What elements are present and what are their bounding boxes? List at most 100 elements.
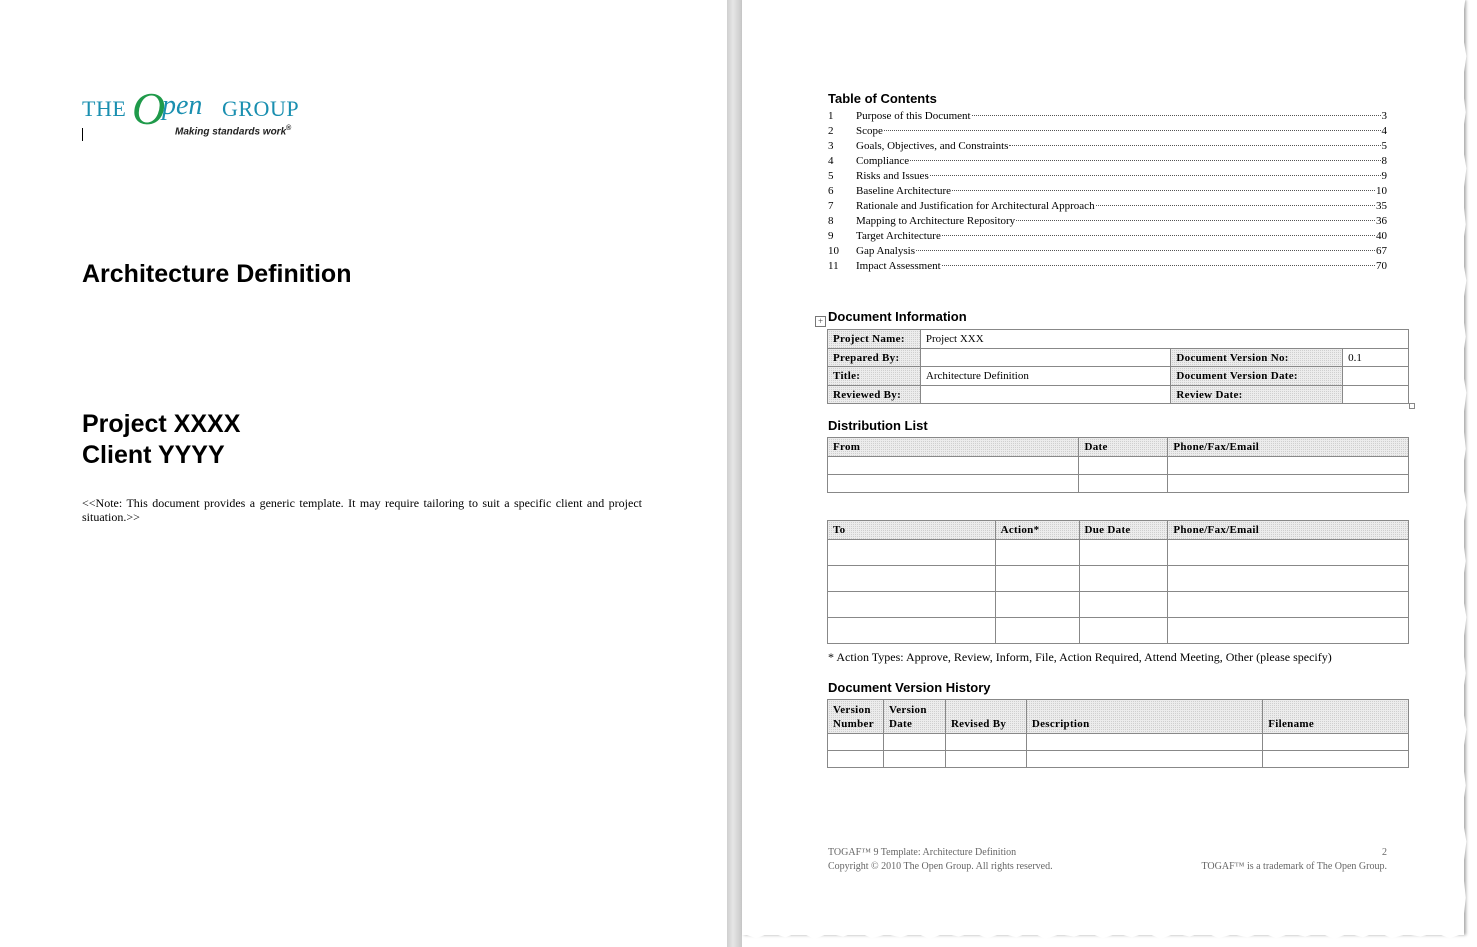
version-no-cell[interactable]: 0.1 xyxy=(1342,348,1409,367)
column-header: Date xyxy=(1078,437,1169,457)
table-cell[interactable] xyxy=(827,539,996,566)
prepared-by-cell[interactable] xyxy=(919,348,1172,367)
table-cell[interactable] xyxy=(1078,474,1169,493)
toc-heading: Table of Contents xyxy=(828,91,937,106)
table-cell[interactable] xyxy=(1078,617,1169,644)
toc-label: Scope xyxy=(856,125,883,137)
table-cell[interactable] xyxy=(1167,591,1409,618)
distribution-from-table: From Date Phone/Fax/Email xyxy=(826,437,1409,493)
toc-entry[interactable]: 10 Gap Analysis 67 xyxy=(828,245,1387,260)
table-cell[interactable] xyxy=(1025,733,1264,751)
toc-number: 7 xyxy=(828,200,834,212)
toc-leader xyxy=(929,175,1381,176)
toc-leader xyxy=(971,115,1381,116)
table-cell[interactable] xyxy=(1025,750,1264,768)
toc-label: Compliance xyxy=(856,155,910,167)
torn-edge xyxy=(0,927,727,939)
table-cell[interactable] xyxy=(1262,733,1409,751)
table-row xyxy=(827,617,1409,644)
table-cell[interactable] xyxy=(827,591,996,618)
distribution-heading: Distribution List xyxy=(828,418,928,433)
table-cell[interactable] xyxy=(1078,456,1169,475)
table-cell[interactable] xyxy=(826,456,1080,475)
table-resize-handle[interactable] xyxy=(1409,403,1415,409)
table-cell[interactable] xyxy=(826,474,1080,493)
toc-entry[interactable]: 2 Scope 4 xyxy=(828,125,1387,140)
toc-label: Impact Assessment xyxy=(856,260,941,272)
table-cell[interactable] xyxy=(827,565,996,592)
toc-entry[interactable]: 4 Compliance 8 xyxy=(828,155,1387,170)
client-name: Client YYYY xyxy=(82,441,225,469)
table-cell[interactable] xyxy=(1167,539,1409,566)
review-date-label: Review Date: xyxy=(1170,385,1344,404)
toc-page: 3 xyxy=(1381,110,1388,122)
column-header: From xyxy=(826,437,1080,457)
prepared-by-label: Prepared By: xyxy=(827,348,921,367)
toc-entry[interactable]: 8 Mapping to Architecture Repository 36 xyxy=(828,215,1387,230)
table-cell[interactable] xyxy=(882,750,946,768)
column-header: Version Number xyxy=(827,699,884,734)
logo-the: THE xyxy=(82,96,127,121)
table-cell[interactable] xyxy=(882,733,946,751)
table-move-icon[interactable]: + xyxy=(815,316,826,327)
open-group-logo: THE O pen GROUP Making standards work® xyxy=(82,83,302,138)
table-cell[interactable] xyxy=(1167,456,1409,475)
version-no-label: Document Version No: xyxy=(1170,348,1344,367)
header-row: Version Number Version Date Revised By Desc… xyxy=(827,699,1409,734)
project-name-label: Project Name: xyxy=(827,329,921,349)
table-cell[interactable] xyxy=(1078,539,1169,566)
project-name: Project XXXX xyxy=(82,410,241,438)
toc-label: Rationale and Justification for Architec… xyxy=(856,200,1095,212)
toc-page: 70 xyxy=(1376,260,1387,272)
toc-page: 5 xyxy=(1381,140,1388,152)
table-cell[interactable] xyxy=(827,750,884,768)
review-date-cell[interactable] xyxy=(1342,385,1409,404)
toc-entry[interactable]: 9 Target Architecture 40 xyxy=(828,230,1387,245)
toc-page: 35 xyxy=(1376,200,1387,212)
table-row xyxy=(826,474,1409,493)
toc-label: Purpose of this Document xyxy=(856,110,971,122)
toc-number: 10 xyxy=(828,245,839,257)
table-cell[interactable] xyxy=(827,617,996,644)
header-row: From Date Phone/Fax/Email xyxy=(826,437,1409,457)
toc-leader xyxy=(1016,220,1375,221)
distribution-to-table: To Action* Due Date Phone/Fax/Email xyxy=(827,520,1409,644)
table-cell[interactable] xyxy=(944,733,1027,751)
footer-trademark: TOGAF™ is a trademark of The Open Group. xyxy=(1201,861,1387,872)
footer-copyright: Copyright © 2010 The Open Group. All rig… xyxy=(828,861,1053,872)
toc-leader xyxy=(1095,205,1375,206)
logo-pen: pen xyxy=(162,90,203,121)
table-cell[interactable] xyxy=(1078,565,1169,592)
column-header: Due Date xyxy=(1078,520,1169,540)
table-cell[interactable] xyxy=(1262,750,1409,768)
table-cell[interactable] xyxy=(944,750,1027,768)
table-cell[interactable] xyxy=(994,591,1080,618)
table-row: Prepared By: Document Version No: 0.1 xyxy=(827,348,1409,367)
table-cell[interactable] xyxy=(827,733,884,751)
reviewed-by-cell[interactable] xyxy=(919,385,1172,404)
table-row xyxy=(826,456,1409,475)
toc-entry[interactable]: 7 Rationale and Justification for Archite… xyxy=(828,200,1387,215)
project-name-cell[interactable]: Project XXX xyxy=(919,329,1410,349)
toc-entry[interactable]: 1 Purpose of this Document 3 xyxy=(828,110,1387,125)
table-cell[interactable] xyxy=(1167,617,1409,644)
column-header: Revised By xyxy=(944,699,1027,734)
table-cell[interactable] xyxy=(994,565,1080,592)
toc-number: 5 xyxy=(828,170,834,182)
table-cell[interactable] xyxy=(994,617,1080,644)
toc-entry[interactable]: 11 Impact Assessment 70 xyxy=(828,260,1387,275)
table-cell[interactable] xyxy=(1167,474,1409,493)
table-cell[interactable] xyxy=(1078,591,1169,618)
toc-entry[interactable]: 6 Baseline Architecture 10 xyxy=(828,185,1387,200)
toc-entry[interactable]: 5 Risks and Issues 9 xyxy=(828,170,1387,185)
table-row xyxy=(827,591,1409,618)
toc-entry[interactable]: 3 Goals, Objectives, and Constraints 5 xyxy=(828,140,1387,155)
title-cell[interactable]: Architecture Definition xyxy=(919,366,1172,386)
column-header: Filename xyxy=(1262,699,1409,734)
table-cell[interactable] xyxy=(1167,565,1409,592)
version-date-cell[interactable] xyxy=(1342,366,1409,386)
toc-page: 10 xyxy=(1376,185,1387,197)
toc-leader xyxy=(883,130,1381,131)
toc-label: Target Architecture xyxy=(856,230,941,242)
table-cell[interactable] xyxy=(994,539,1080,566)
